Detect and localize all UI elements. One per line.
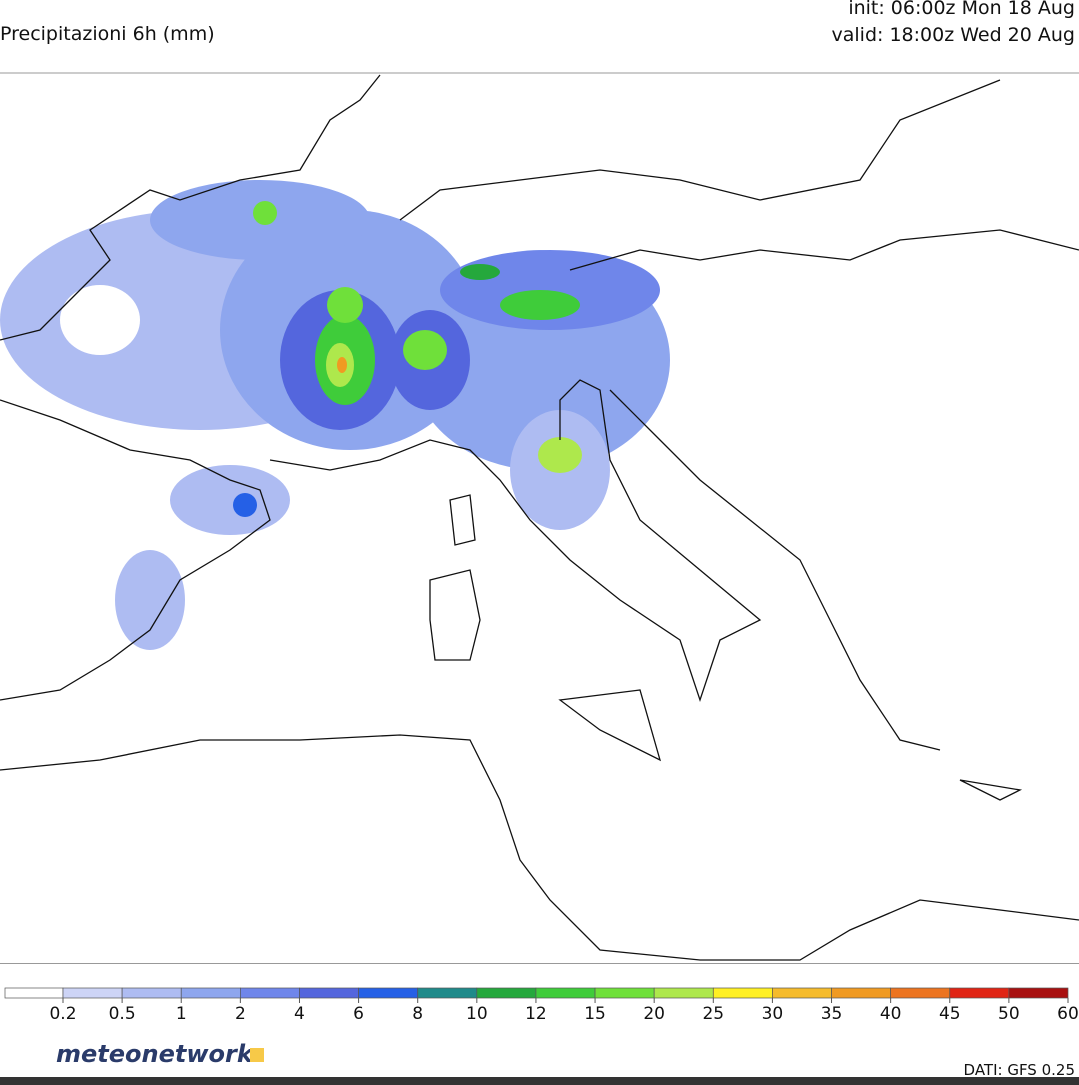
brand-logo-square <box>250 1048 264 1062</box>
colorbar-label: 4 <box>294 1004 305 1024</box>
colorbar-segment <box>949 987 1010 999</box>
colorbar-segment <box>535 987 596 999</box>
colorbar-label: 6 <box>353 1004 364 1024</box>
colorbar-segment <box>712 987 773 999</box>
colorbar-segment <box>476 987 537 999</box>
colorbar-label: 10 <box>466 1004 488 1024</box>
colorbar-label: 15 <box>584 1004 606 1024</box>
colorbar-label: 12 <box>525 1004 547 1024</box>
colorbar-segment <box>594 987 655 999</box>
colorbar-label: 45 <box>939 1004 961 1024</box>
colorbar-segment <box>890 987 951 999</box>
colorbar: 0.2 0.5 1 2 4 6 8 10 12 15 20 25 30 35 40 45 50 60 <box>4 987 1079 1024</box>
precipitation-field <box>0 180 670 650</box>
data-source: DATI: GFS 0.25 <box>964 1061 1075 1079</box>
colorbar-label: 2 <box>235 1004 246 1024</box>
colorbar-label: 20 <box>643 1004 665 1024</box>
colorbar-label: 0.2 <box>49 1004 76 1024</box>
colorbar-segment <box>4 987 64 999</box>
colorbar-segment <box>299 987 359 999</box>
colorbar-label: 0.5 <box>109 1004 136 1024</box>
bottom-bar <box>0 1077 1079 1085</box>
colorbar-label: 60 <box>1057 1004 1079 1024</box>
colorbar-segment <box>1008 987 1069 999</box>
brand-logo: meteonetwork <box>56 1040 255 1068</box>
colorbar-label: 35 <box>821 1004 843 1024</box>
title: Precipitazioni 6h (mm) <box>0 23 215 45</box>
colorbar-segment <box>62 987 123 999</box>
colorbar-segment <box>772 987 832 999</box>
colorbar-label: 8 <box>412 1004 423 1024</box>
init-time: init: 06:00z Mon 18 Aug <box>848 0 1075 19</box>
colorbar-label: 1 <box>176 1004 187 1024</box>
colorbar-segment <box>831 987 891 999</box>
colorbar-label: 30 <box>762 1004 784 1024</box>
colorbar-segment <box>653 987 714 999</box>
valid-time: valid: 18:00z Wed 20 Aug <box>832 24 1076 46</box>
coastlines-borders <box>0 74 1079 961</box>
colorbar-segment <box>417 987 478 999</box>
colorbar-segment <box>180 987 241 999</box>
colorbar-segment <box>121 987 182 999</box>
colorbar-segment <box>240 987 300 999</box>
colorbar-label: 50 <box>998 1004 1020 1024</box>
colorbar-label: 25 <box>702 1004 724 1024</box>
colorbar-label: 40 <box>880 1004 902 1024</box>
map-bottom-border <box>0 963 1079 964</box>
colorbar-segment <box>358 987 419 999</box>
